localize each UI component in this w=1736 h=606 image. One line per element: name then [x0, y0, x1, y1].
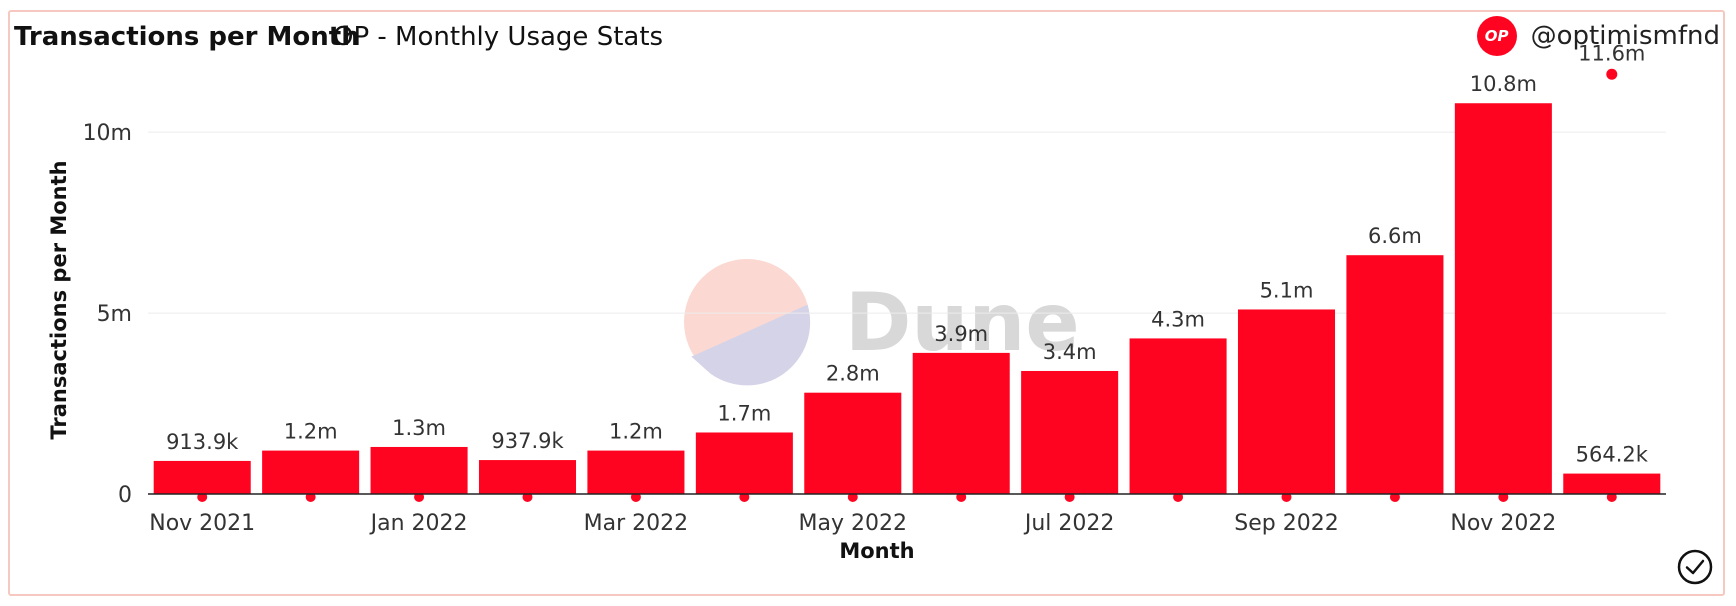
bar-value-label: 1.3m [392, 416, 446, 440]
bar[interactable] [912, 352, 1010, 494]
chart-title: Transactions per Month [14, 22, 360, 52]
bar-value-label: 913.9k [166, 430, 239, 454]
y-tick-label: 10m [83, 121, 132, 146]
bar[interactable] [804, 392, 902, 494]
bar[interactable] [1237, 309, 1336, 494]
bar-value-label: 3.4m [1043, 340, 1097, 364]
bar[interactable] [478, 460, 577, 494]
scatter-value-label: 11.6m [1578, 41, 1645, 65]
bar[interactable] [695, 432, 793, 494]
scatter-point[interactable] [1606, 68, 1618, 80]
y-tick-label: 5m [97, 302, 132, 327]
brand-link[interactable]: OP @optimismfnd [1476, 14, 1720, 58]
bar-value-label: 937.9k [491, 429, 564, 453]
bar-value-label: 6.6m [1368, 224, 1422, 248]
bar[interactable] [262, 450, 360, 494]
bar-value-label: 3.9m [934, 322, 988, 346]
bar[interactable] [370, 446, 468, 494]
bar-value-label: 5.1m [1260, 278, 1314, 302]
bar-value-label: 4.3m [1151, 307, 1205, 331]
x-tick-label: Nov 2022 [1450, 511, 1556, 536]
y-axis-title: Transactions per Month [47, 160, 71, 439]
bar-value-label: 2.8m [826, 362, 880, 386]
x-axis-title: Month [839, 539, 914, 563]
brand-handle: @optimismfnd [1530, 21, 1720, 51]
x-tick-label: Mar 2022 [584, 511, 689, 536]
bar-value-label: 1.7m [717, 401, 771, 425]
bar-value-label: 564.2k [1576, 443, 1649, 467]
check-circle-icon[interactable] [1676, 548, 1714, 586]
y-tick-label: 0 [118, 483, 132, 508]
bar-value-label: 10.8m [1470, 72, 1537, 96]
bar-value-label: 1.2m [284, 420, 338, 444]
bar-value-label: 1.2m [609, 420, 663, 444]
bar[interactable] [1129, 338, 1227, 494]
x-tick-label: Jan 2022 [369, 511, 468, 536]
bar[interactable] [1346, 255, 1444, 494]
bar[interactable] [1021, 370, 1119, 494]
x-tick-label: Sep 2022 [1234, 511, 1338, 536]
chart-subtitle: OP - Monthly Usage Stats [333, 22, 664, 52]
x-tick-label: Jul 2022 [1023, 511, 1115, 536]
bar[interactable] [1563, 473, 1661, 494]
bar[interactable] [587, 450, 685, 494]
x-tick-label: Nov 2021 [149, 511, 255, 536]
x-tick-label: May 2022 [799, 511, 907, 536]
bar[interactable] [153, 460, 251, 494]
op-logo-icon: OP [1476, 16, 1517, 56]
bar[interactable] [1454, 103, 1552, 495]
dune-watermark: Dune [684, 259, 1080, 386]
